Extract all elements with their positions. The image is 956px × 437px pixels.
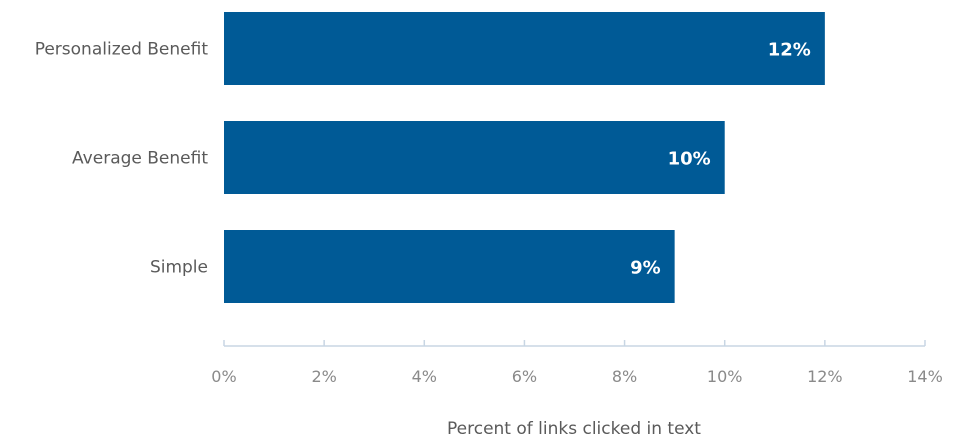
bar-personalized-benefit bbox=[224, 12, 825, 85]
value-label-personalized-benefit: 12% bbox=[768, 40, 811, 61]
value-labels: 12% 10% 9% bbox=[630, 40, 811, 279]
x-axis: 0% 2% 4% 6% 8% 10% 12% 14% bbox=[211, 340, 943, 386]
x-tick-label: 10% bbox=[707, 367, 743, 386]
x-tick-label: 8% bbox=[612, 367, 637, 386]
x-tick-label: 0% bbox=[211, 367, 236, 386]
x-tick-label: 14% bbox=[907, 367, 943, 386]
category-labels: Personalized Benefit Average Benefit Simpl… bbox=[35, 40, 209, 278]
bars-group bbox=[224, 12, 825, 303]
x-tick-label: 2% bbox=[311, 367, 336, 386]
x-axis-title: Percent of links clicked in text bbox=[447, 419, 701, 437]
category-label-simple: Simple bbox=[150, 258, 208, 278]
x-tick-label: 12% bbox=[807, 367, 843, 386]
value-label-average-benefit: 10% bbox=[668, 149, 711, 170]
category-label-personalized-benefit: Personalized Benefit bbox=[35, 40, 209, 60]
category-label-average-benefit: Average Benefit bbox=[72, 149, 208, 169]
bar-average-benefit bbox=[224, 121, 725, 194]
x-tick-label: 4% bbox=[412, 367, 437, 386]
value-label-simple: 9% bbox=[630, 258, 661, 279]
x-tick-label: 6% bbox=[512, 367, 537, 386]
bar-simple bbox=[224, 230, 675, 303]
